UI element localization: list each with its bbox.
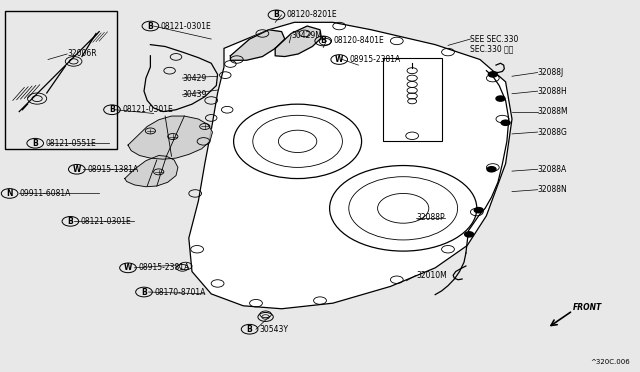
- Text: 30429: 30429: [182, 74, 207, 83]
- Text: B: B: [141, 288, 147, 296]
- Text: B: B: [109, 105, 115, 114]
- Polygon shape: [125, 155, 178, 187]
- Text: 08915-2381A: 08915-2381A: [138, 263, 189, 272]
- Text: 30543Y: 30543Y: [260, 325, 289, 334]
- Text: 32088A: 32088A: [538, 165, 567, 174]
- Text: 30429M: 30429M: [291, 31, 322, 40]
- Bar: [383, 58, 442, 141]
- Text: W: W: [335, 55, 344, 64]
- Text: 08121-0301E: 08121-0301E: [81, 217, 131, 226]
- Text: 32088M: 32088M: [538, 107, 568, 116]
- Text: N: N: [6, 189, 13, 198]
- Text: 08915-2381A: 08915-2381A: [349, 55, 401, 64]
- Text: FRONT: FRONT: [573, 303, 602, 312]
- Polygon shape: [230, 30, 285, 60]
- Text: 08170-8701A: 08170-8701A: [154, 288, 205, 296]
- Text: 32088H: 32088H: [538, 87, 567, 96]
- Text: B: B: [68, 217, 73, 226]
- Text: 08120-8401E: 08120-8401E: [333, 36, 384, 45]
- Text: ^320C.006: ^320C.006: [591, 359, 630, 365]
- Text: 32088N: 32088N: [538, 185, 567, 194]
- Text: 32088P: 32088P: [416, 213, 445, 222]
- Text: 08121-0301E: 08121-0301E: [122, 105, 173, 114]
- Text: 09911-6081A: 09911-6081A: [20, 189, 71, 198]
- Bar: [5, 11, 117, 149]
- Text: 08121-0551E: 08121-0551E: [45, 139, 96, 148]
- Text: 32010M: 32010M: [416, 271, 447, 280]
- Text: B: B: [274, 10, 279, 19]
- Text: 08120-8201E: 08120-8201E: [287, 10, 337, 19]
- Text: W: W: [72, 165, 81, 174]
- Circle shape: [465, 232, 474, 237]
- Text: SEE SEC.330: SEE SEC.330: [470, 35, 519, 44]
- Text: B: B: [247, 325, 252, 334]
- Text: W: W: [124, 263, 132, 272]
- Text: 08121-0301E: 08121-0301E: [161, 22, 211, 31]
- Text: 32088G: 32088G: [538, 128, 568, 137]
- Circle shape: [496, 96, 505, 101]
- Text: 08915-1381A: 08915-1381A: [87, 165, 138, 174]
- Circle shape: [474, 208, 483, 213]
- Text: 32006R: 32006R: [67, 49, 97, 58]
- Text: B: B: [33, 139, 38, 148]
- Text: B: B: [148, 22, 153, 31]
- Polygon shape: [275, 26, 321, 57]
- Text: 32088J: 32088J: [538, 68, 564, 77]
- Text: 30439: 30439: [182, 90, 207, 99]
- Text: B: B: [321, 36, 326, 45]
- Polygon shape: [189, 22, 512, 309]
- Text: SEC.330 参照: SEC.330 参照: [470, 44, 514, 53]
- Circle shape: [487, 167, 496, 172]
- Circle shape: [501, 120, 510, 125]
- Polygon shape: [128, 116, 212, 159]
- Circle shape: [488, 72, 497, 77]
